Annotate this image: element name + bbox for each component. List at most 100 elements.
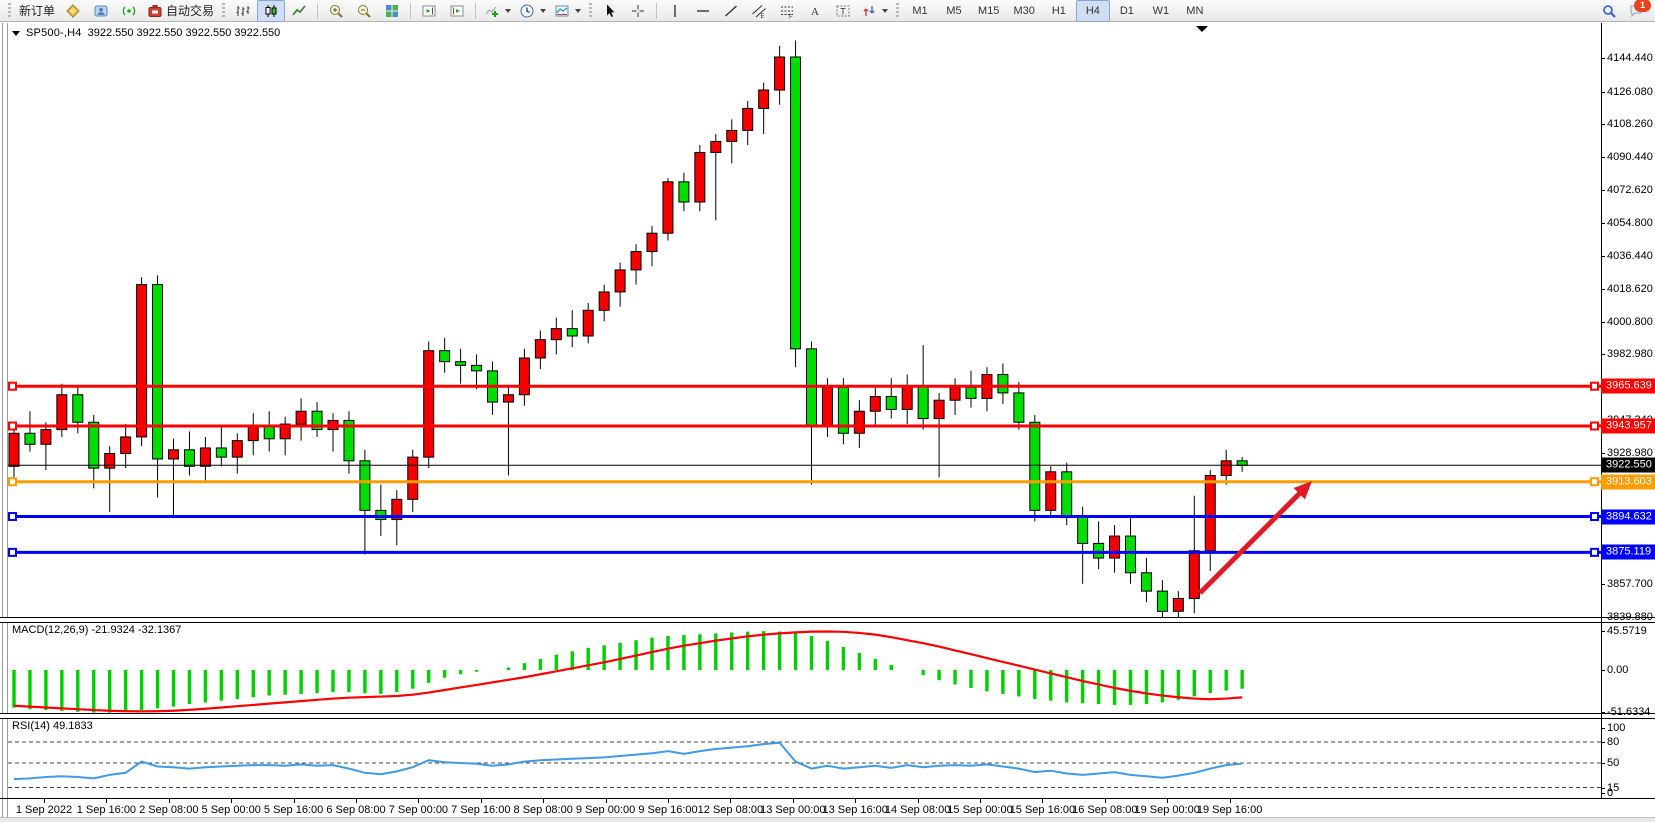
chevron-down-icon bbox=[882, 8, 889, 13]
toolbar-separator bbox=[317, 2, 319, 19]
candle-body bbox=[790, 56, 802, 350]
community-button[interactable] bbox=[87, 0, 115, 22]
line-anchor[interactable] bbox=[8, 421, 17, 431]
cursor-button[interactable] bbox=[596, 0, 624, 22]
community-icon bbox=[93, 3, 109, 19]
timeframe-h1-button[interactable]: H1 bbox=[1042, 0, 1076, 22]
line-anchor[interactable] bbox=[1590, 421, 1599, 431]
indicators-button[interactable] bbox=[480, 0, 515, 22]
toolbar-grip[interactable] bbox=[222, 2, 226, 19]
scroll-to-end-icon bbox=[421, 3, 437, 19]
timeframe-m30-button[interactable]: M30 bbox=[1006, 0, 1041, 22]
price-tag: 3875.119 bbox=[1601, 544, 1655, 560]
toolbar-grip[interactable] bbox=[896, 2, 900, 19]
fibonacci-button[interactable]: F bbox=[773, 0, 801, 22]
timeframe-w1-button[interactable]: W1 bbox=[1144, 0, 1178, 22]
bar-chart-button[interactable] bbox=[229, 0, 257, 22]
line-anchor[interactable] bbox=[1590, 477, 1599, 487]
svg-text:F: F bbox=[789, 14, 793, 19]
chat-button[interactable]: 1 bbox=[1623, 0, 1651, 22]
line-anchor[interactable] bbox=[8, 381, 17, 391]
macd-plot[interactable] bbox=[8, 622, 1601, 713]
toolbar-grip[interactable] bbox=[8, 2, 11, 19]
crosshair-button[interactable] bbox=[624, 0, 652, 22]
cursor-icon bbox=[602, 3, 618, 19]
candle-body bbox=[423, 350, 435, 458]
axis-tick-label: 3928.980 bbox=[1607, 447, 1653, 460]
time-tick-label: 16 Sep 08:00 bbox=[1072, 804, 1138, 816]
template-button[interactable] bbox=[550, 0, 585, 22]
candle-body bbox=[136, 284, 148, 438]
line-anchor[interactable] bbox=[1590, 512, 1599, 522]
axis-tick bbox=[1601, 58, 1605, 60]
axis-tick-label: 100 bbox=[1607, 722, 1626, 734]
horizontal-line-button[interactable] bbox=[689, 0, 717, 22]
vertical-line-button[interactable] bbox=[661, 0, 689, 22]
axis-tick-label: 80 bbox=[1607, 736, 1620, 748]
timeframe-h4-button[interactable]: H4 bbox=[1075, 0, 1110, 22]
candle-body bbox=[997, 374, 1009, 394]
candle-body bbox=[215, 447, 227, 458]
new-order-button[interactable]: 新订单 bbox=[15, 0, 59, 22]
candle-body bbox=[407, 456, 419, 500]
trendline-icon bbox=[723, 3, 739, 19]
panel-separator[interactable] bbox=[0, 713, 1655, 719]
text-button[interactable]: A bbox=[801, 0, 829, 22]
chat-icon: 1 bbox=[1629, 0, 1651, 19]
line-anchor[interactable] bbox=[8, 512, 17, 522]
periods-button[interactable] bbox=[515, 0, 550, 22]
autotrade-button[interactable]: 自动交易 bbox=[143, 0, 218, 22]
timeframe-m5-button[interactable]: M5 bbox=[937, 0, 971, 22]
bar-chart-icon bbox=[235, 3, 251, 19]
timeframe-m15-button[interactable]: M15 bbox=[971, 0, 1006, 22]
candlestick-button[interactable] bbox=[257, 0, 286, 22]
macd-label: MACD(12,26,9) -21.9324 -32.1367 bbox=[12, 624, 181, 636]
fibonacci-icon: F bbox=[779, 3, 795, 19]
trend-arrow[interactable] bbox=[1198, 487, 1306, 595]
time-tick bbox=[106, 799, 108, 803]
timeframe-h1-button-label: H1 bbox=[1051, 4, 1066, 17]
search-button[interactable] bbox=[1595, 0, 1623, 22]
time-tick bbox=[356, 799, 357, 803]
candle-body bbox=[933, 399, 945, 420]
panel-separator[interactable] bbox=[0, 617, 1655, 623]
time-tick bbox=[293, 799, 295, 803]
candle-body bbox=[869, 396, 881, 412]
candle-body bbox=[582, 309, 594, 337]
axis-tick bbox=[1601, 584, 1605, 586]
signal-button[interactable] bbox=[115, 0, 143, 22]
line-chart-button[interactable] bbox=[285, 0, 313, 22]
line-anchor[interactable] bbox=[1590, 547, 1599, 557]
candle-body bbox=[949, 386, 961, 401]
line-anchor[interactable] bbox=[8, 547, 17, 557]
scroll-to-end-button[interactable] bbox=[415, 0, 443, 22]
shapes-button[interactable] bbox=[857, 0, 892, 22]
zoom-in-button[interactable] bbox=[322, 0, 350, 22]
axis-tick-label: 15 bbox=[1607, 781, 1620, 794]
gold-seal-icon bbox=[65, 3, 81, 19]
line-anchor[interactable] bbox=[8, 477, 17, 487]
rsi-plot[interactable] bbox=[8, 718, 1601, 798]
zoom-out-button[interactable] bbox=[350, 0, 378, 22]
candle-body bbox=[1204, 474, 1216, 552]
chart-shift-button[interactable] bbox=[443, 0, 471, 22]
line-anchor[interactable] bbox=[1590, 381, 1599, 391]
main-chart-plot[interactable] bbox=[8, 23, 1601, 617]
trendline-button[interactable] bbox=[717, 0, 745, 22]
timeframe-d1-button[interactable]: D1 bbox=[1110, 0, 1144, 22]
toolbar-grip[interactable] bbox=[589, 2, 593, 19]
channel-button[interactable]: E bbox=[745, 0, 773, 22]
timeframe-m1-button[interactable]: M1 bbox=[903, 0, 937, 22]
timeframe-mn-button[interactable]: MN bbox=[1178, 0, 1212, 22]
symbol-dropdown-icon[interactable] bbox=[12, 30, 20, 36]
rsi-label: RSI(14) 49.1833 bbox=[12, 720, 93, 732]
tile-windows-button[interactable] bbox=[378, 0, 406, 22]
trend-arrow-head[interactable] bbox=[1293, 480, 1312, 500]
gold-seal-button[interactable] bbox=[59, 0, 87, 22]
text-label-button[interactable]: T bbox=[829, 0, 857, 22]
time-tick bbox=[1167, 799, 1169, 803]
axis-tick-label: 4108.260 bbox=[1607, 118, 1653, 131]
timeframe-h4-button-label: H4 bbox=[1085, 4, 1100, 17]
time-tick-label: 15 Sep 00:00 bbox=[947, 804, 1013, 816]
time-tick-label: 1 Sep 16:00 bbox=[76, 804, 137, 816]
